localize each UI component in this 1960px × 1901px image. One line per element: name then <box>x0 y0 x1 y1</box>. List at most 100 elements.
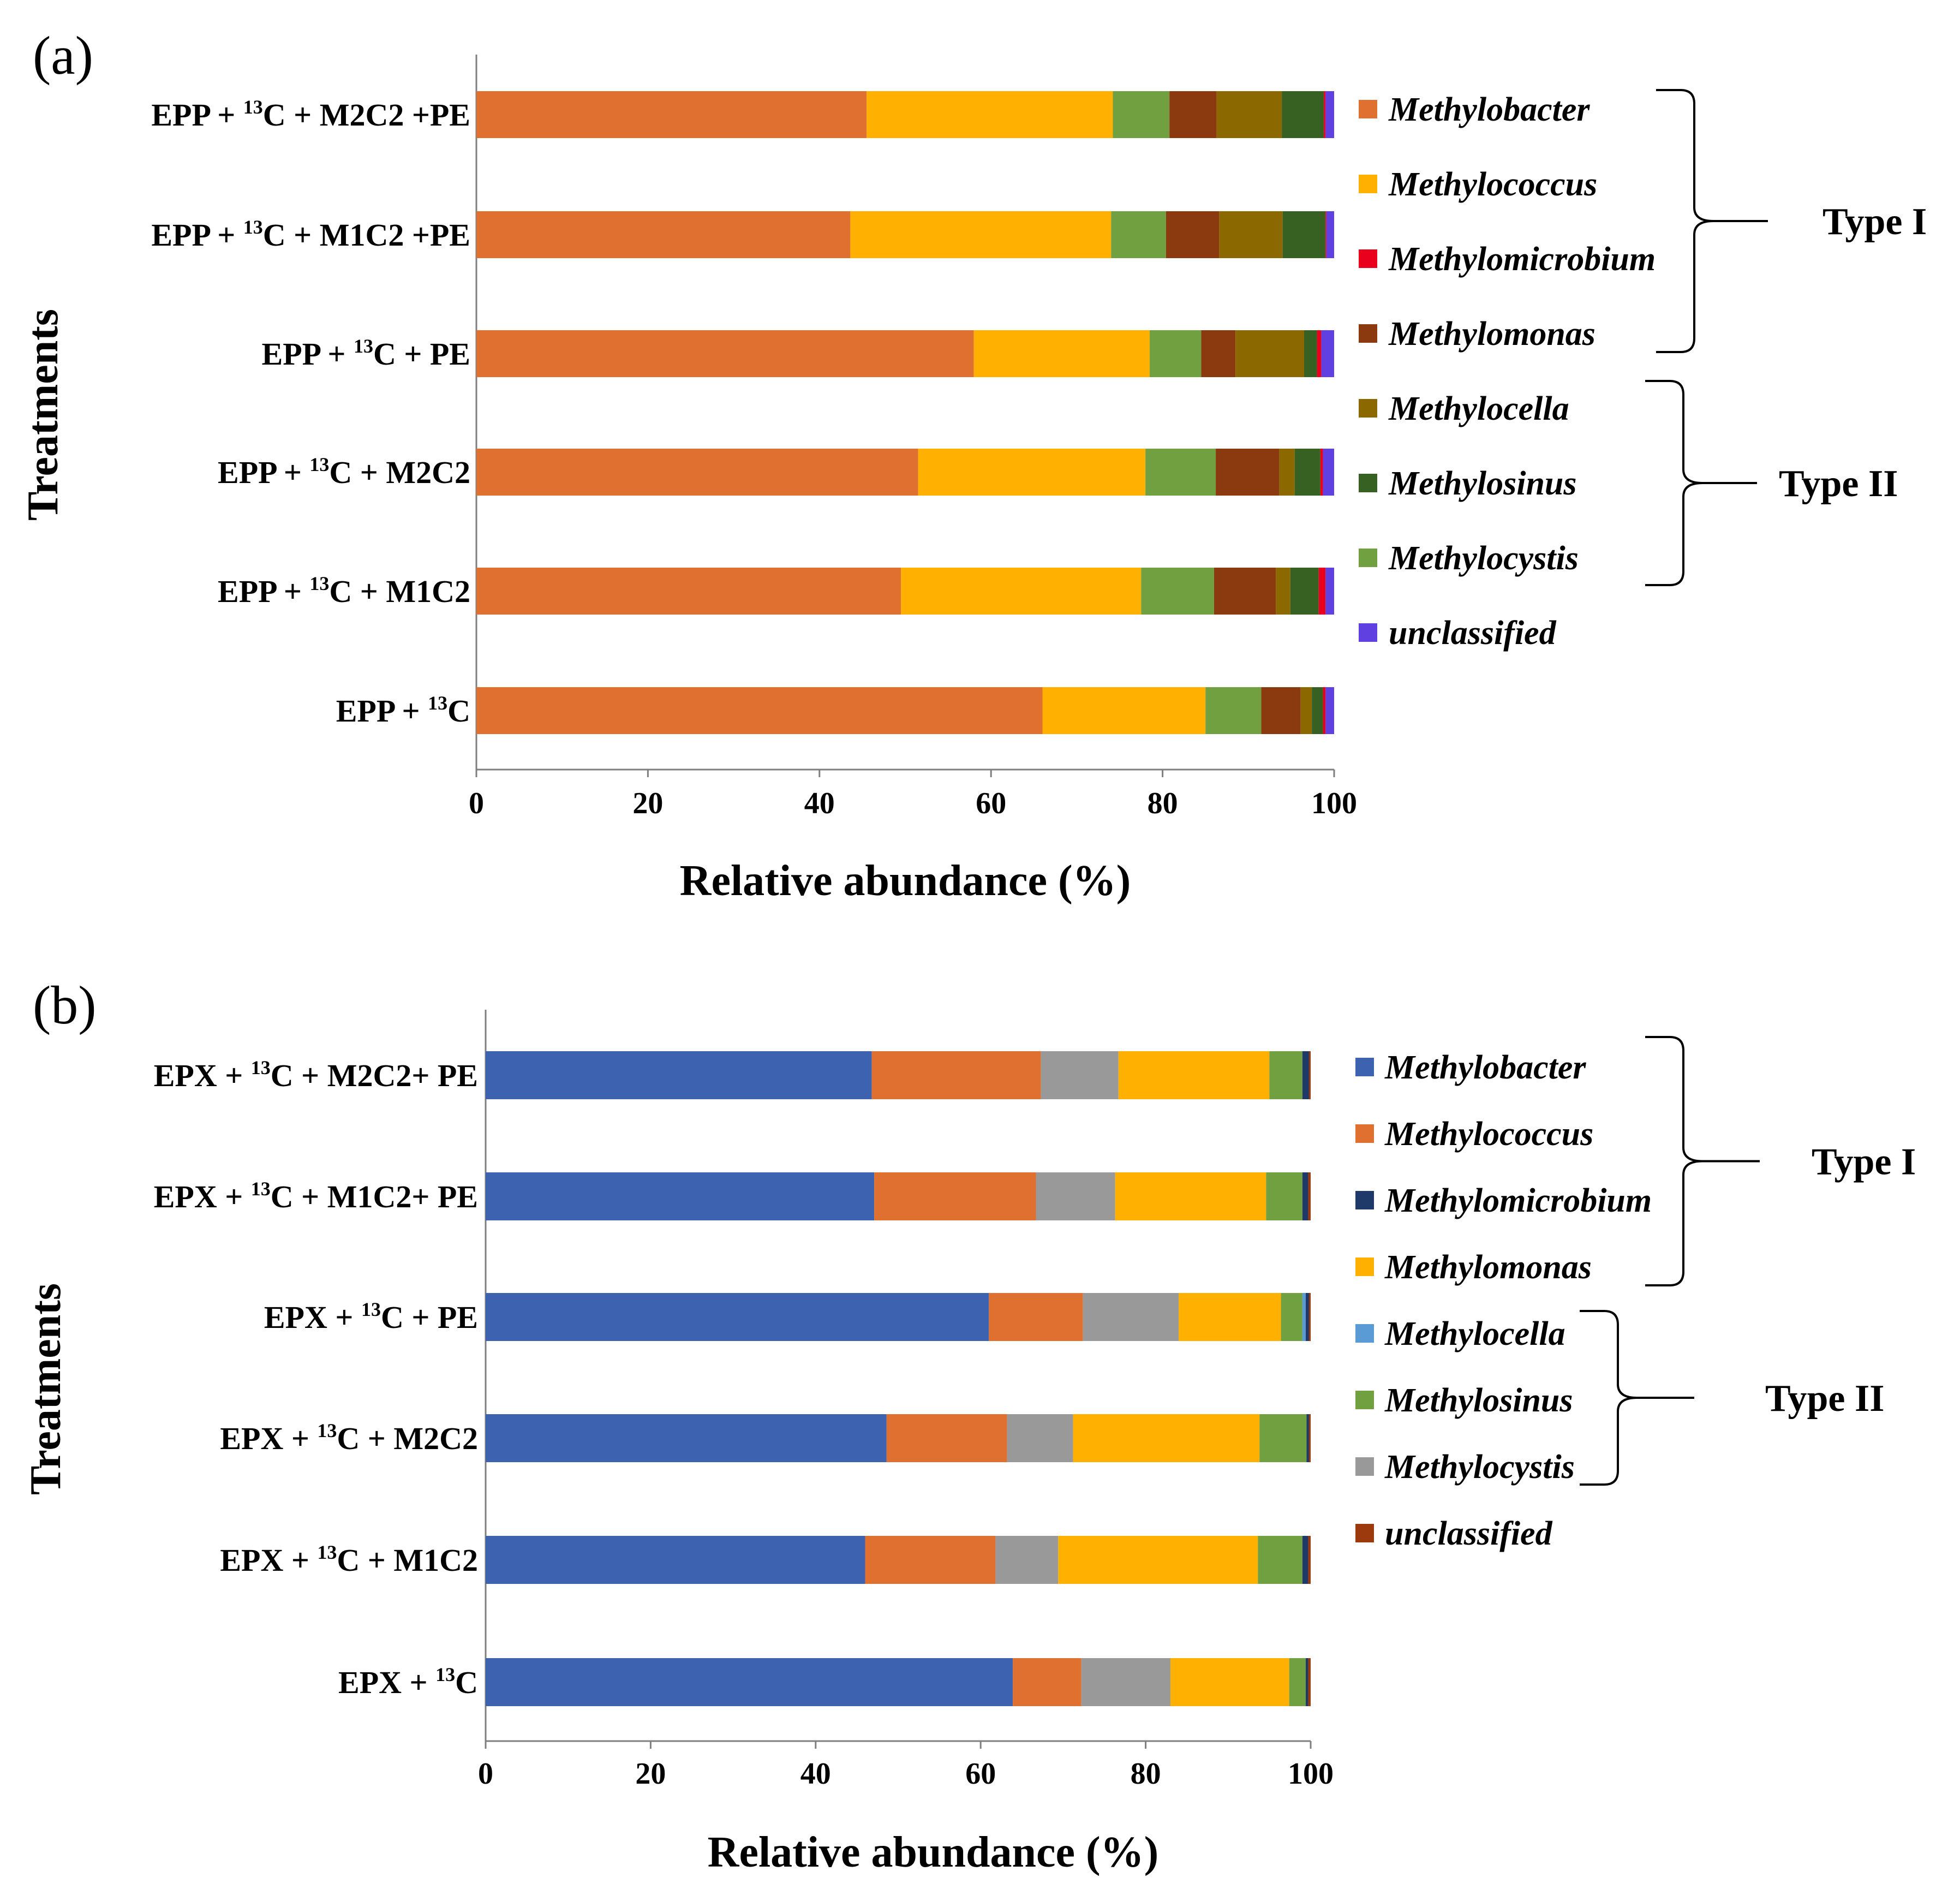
panel-b-bar-4-methylocystis <box>995 1536 1059 1584</box>
panel-b-y-axis-title: Treatments <box>22 1283 70 1495</box>
panel-a-bar-1-methylococcus <box>850 211 1112 258</box>
category-label-rest: C + M2C2 +PE <box>263 97 470 133</box>
panel-a-bar-0-methylocystis <box>1113 91 1170 138</box>
legend-swatch <box>1355 1191 1374 1209</box>
category-label-main: EPP + <box>151 217 243 253</box>
panel-a-bar-row-1 <box>476 211 1334 258</box>
panel-a-bar-2-methylocystis <box>1150 330 1202 377</box>
panel-a-brace-type-ii <box>1645 380 1703 586</box>
legend-label: Methylococcus <box>1388 166 1597 203</box>
category-label-sup: 13 <box>243 216 263 238</box>
panel-a-bar-1-unclassified <box>1326 211 1334 258</box>
category-label-sup: 13 <box>243 96 263 118</box>
panel-a-category-label-5: EPP + 13C <box>336 692 470 729</box>
panel-a-bar-2-methylomonas <box>1201 330 1236 377</box>
panel-a-legend-item-unclassified: unclassified <box>1359 615 1557 652</box>
panel-b-x-tick-label-100: 100 <box>1288 1757 1334 1791</box>
category-label-main: EPX + <box>264 1300 361 1335</box>
panel-a-bar-2-methylococcus <box>973 330 1150 377</box>
panel-a-bar-3-methylosinus <box>1294 449 1320 496</box>
panel-b-bar-0-methylomonas <box>1118 1051 1270 1099</box>
panel-b-bar-0-unclassified <box>1308 1051 1311 1099</box>
panel-a-y-axis-title: Treatments <box>19 309 67 521</box>
panel-a-legend-item-methylomonas: Methylomonas <box>1359 315 1596 353</box>
panel-b-bar-3-methylobacter <box>486 1414 887 1462</box>
panel-b-category-label-2: EPX + 13C + PE <box>264 1298 478 1335</box>
category-label-sup: 13 <box>317 1420 337 1441</box>
legend-swatch <box>1359 100 1377 118</box>
panel-a-bar-5-methylobacter <box>476 687 1043 734</box>
panel-b-bar-1-unclassified <box>1308 1172 1311 1220</box>
legend-label: Methylobacter <box>1384 1049 1586 1086</box>
category-label-rest: C + M1C2 <box>337 1542 478 1578</box>
panel-b-bar-0-methylobacter <box>486 1051 872 1099</box>
legend-swatch <box>1359 623 1377 642</box>
panel-b-bar-0-methylosinus <box>1269 1051 1302 1099</box>
legend-swatch <box>1355 1324 1374 1343</box>
panel-b-bar-3-unclassified <box>1308 1414 1311 1462</box>
category-label-main: EPP + <box>218 455 309 490</box>
panel-a-bar-row-4 <box>476 568 1334 615</box>
panel-a-bar-3-methylomonas <box>1216 449 1280 496</box>
category-label-sup: 13 <box>435 1664 455 1685</box>
panel-a-legend-item-methylocystis: Methylocystis <box>1359 540 1579 577</box>
panel-a-bar-5-unclassified <box>1325 687 1334 734</box>
legend-label: Methylosinus <box>1384 1382 1573 1419</box>
panel-a-group-label-type-ii: Type II <box>1779 463 1898 505</box>
panel-a-bar-1-methylosinus <box>1282 211 1326 258</box>
panel-a-bar-3-methylocella <box>1279 449 1295 496</box>
panel-b-bar-0-methylococcus <box>871 1051 1041 1099</box>
panel-b-bar-5-methylomonas <box>1170 1658 1289 1706</box>
panel-b-group-label-type-i: Type I <box>1812 1141 1916 1183</box>
legend-label: Methylomicrobium <box>1384 1182 1652 1219</box>
legend-swatch <box>1355 1457 1374 1476</box>
panel-b-bar-1-methylomonas <box>1115 1172 1266 1220</box>
panel-a-bar-4-methylomonas <box>1214 568 1276 615</box>
panel-a-bar-row-2 <box>476 330 1334 377</box>
legend-label: Methylomonas <box>1384 1249 1592 1286</box>
panel-a-x-tick-label-80: 80 <box>1148 786 1178 820</box>
panel-b-bar-0-methylocystis <box>1041 1051 1119 1099</box>
panel-a-category-label-4: EPP + 13C + M1C2 <box>218 573 470 609</box>
legend-label: Methylocystis <box>1384 1449 1575 1486</box>
panel-b-legend-item-methylococcus: Methylococcus <box>1355 1116 1593 1153</box>
panel-a-category-label-3: EPP + 13C + M2C2 <box>218 454 470 490</box>
panel-a-bar-4-methylosinus <box>1290 568 1319 615</box>
panel-b-bar-3-methylomonas <box>1073 1414 1260 1462</box>
panel-b-bar-3-methylocystis <box>1007 1414 1073 1462</box>
category-label-main: EPX + <box>154 1179 251 1214</box>
legend-swatch <box>1355 1058 1374 1076</box>
panel-a-legend-item-methylobacter: Methylobacter <box>1359 91 1590 128</box>
panel-a-bar-1-methylocystis <box>1111 211 1166 258</box>
category-label-main: EPX + <box>154 1058 251 1093</box>
panel-a-x-tick-label-40: 40 <box>804 786 835 820</box>
legend-swatch <box>1355 1124 1374 1143</box>
panel-b-bar-5-methylocystis <box>1081 1658 1170 1706</box>
panel-b-bar-row-4 <box>486 1536 1311 1584</box>
panel-b-bar-1-methylocystis <box>1036 1172 1115 1220</box>
panel-a-bar-3-methylomicrobium <box>1320 449 1323 496</box>
category-label-sup: 13 <box>251 1057 271 1078</box>
category-label-main: EPP + <box>218 574 309 609</box>
panel-b-bar-5-unclassified <box>1308 1658 1311 1706</box>
panel-a-legend-item-methylococcus: Methylococcus <box>1359 166 1597 203</box>
panel-a-category-label-0: EPP + 13C + M2C2 +PE <box>151 96 470 133</box>
panel-b-bar-5-methylococcus <box>1013 1658 1081 1706</box>
panel-b-category-label-1: EPX + 13C + M1C2+ PE <box>154 1178 478 1214</box>
panel-b-bar-4-methylosinus <box>1258 1536 1302 1584</box>
panel-a-x-tick-label-20: 20 <box>632 786 663 820</box>
panel-b-bar-4-methylomonas <box>1058 1536 1258 1584</box>
legend-label: unclassified <box>1389 615 1557 652</box>
panel-a-letter: (a) <box>33 25 93 86</box>
panel-a-bar-5-methylocella <box>1300 687 1312 734</box>
panel-b-bar-2-methylocella <box>1302 1293 1306 1341</box>
panel-b-legend-item-methylocystis: Methylocystis <box>1355 1449 1575 1486</box>
panel-a-bar-4-methylococcus <box>901 568 1142 615</box>
panel-a-bar-row-5 <box>476 687 1334 734</box>
panel-b-bar-5-methylobacter <box>486 1658 1013 1706</box>
panel-a-bar-5-methylococcus <box>1042 687 1206 734</box>
legend-label: Methylocystis <box>1388 540 1579 577</box>
panel-a-bar-1-methylocella <box>1219 211 1283 258</box>
